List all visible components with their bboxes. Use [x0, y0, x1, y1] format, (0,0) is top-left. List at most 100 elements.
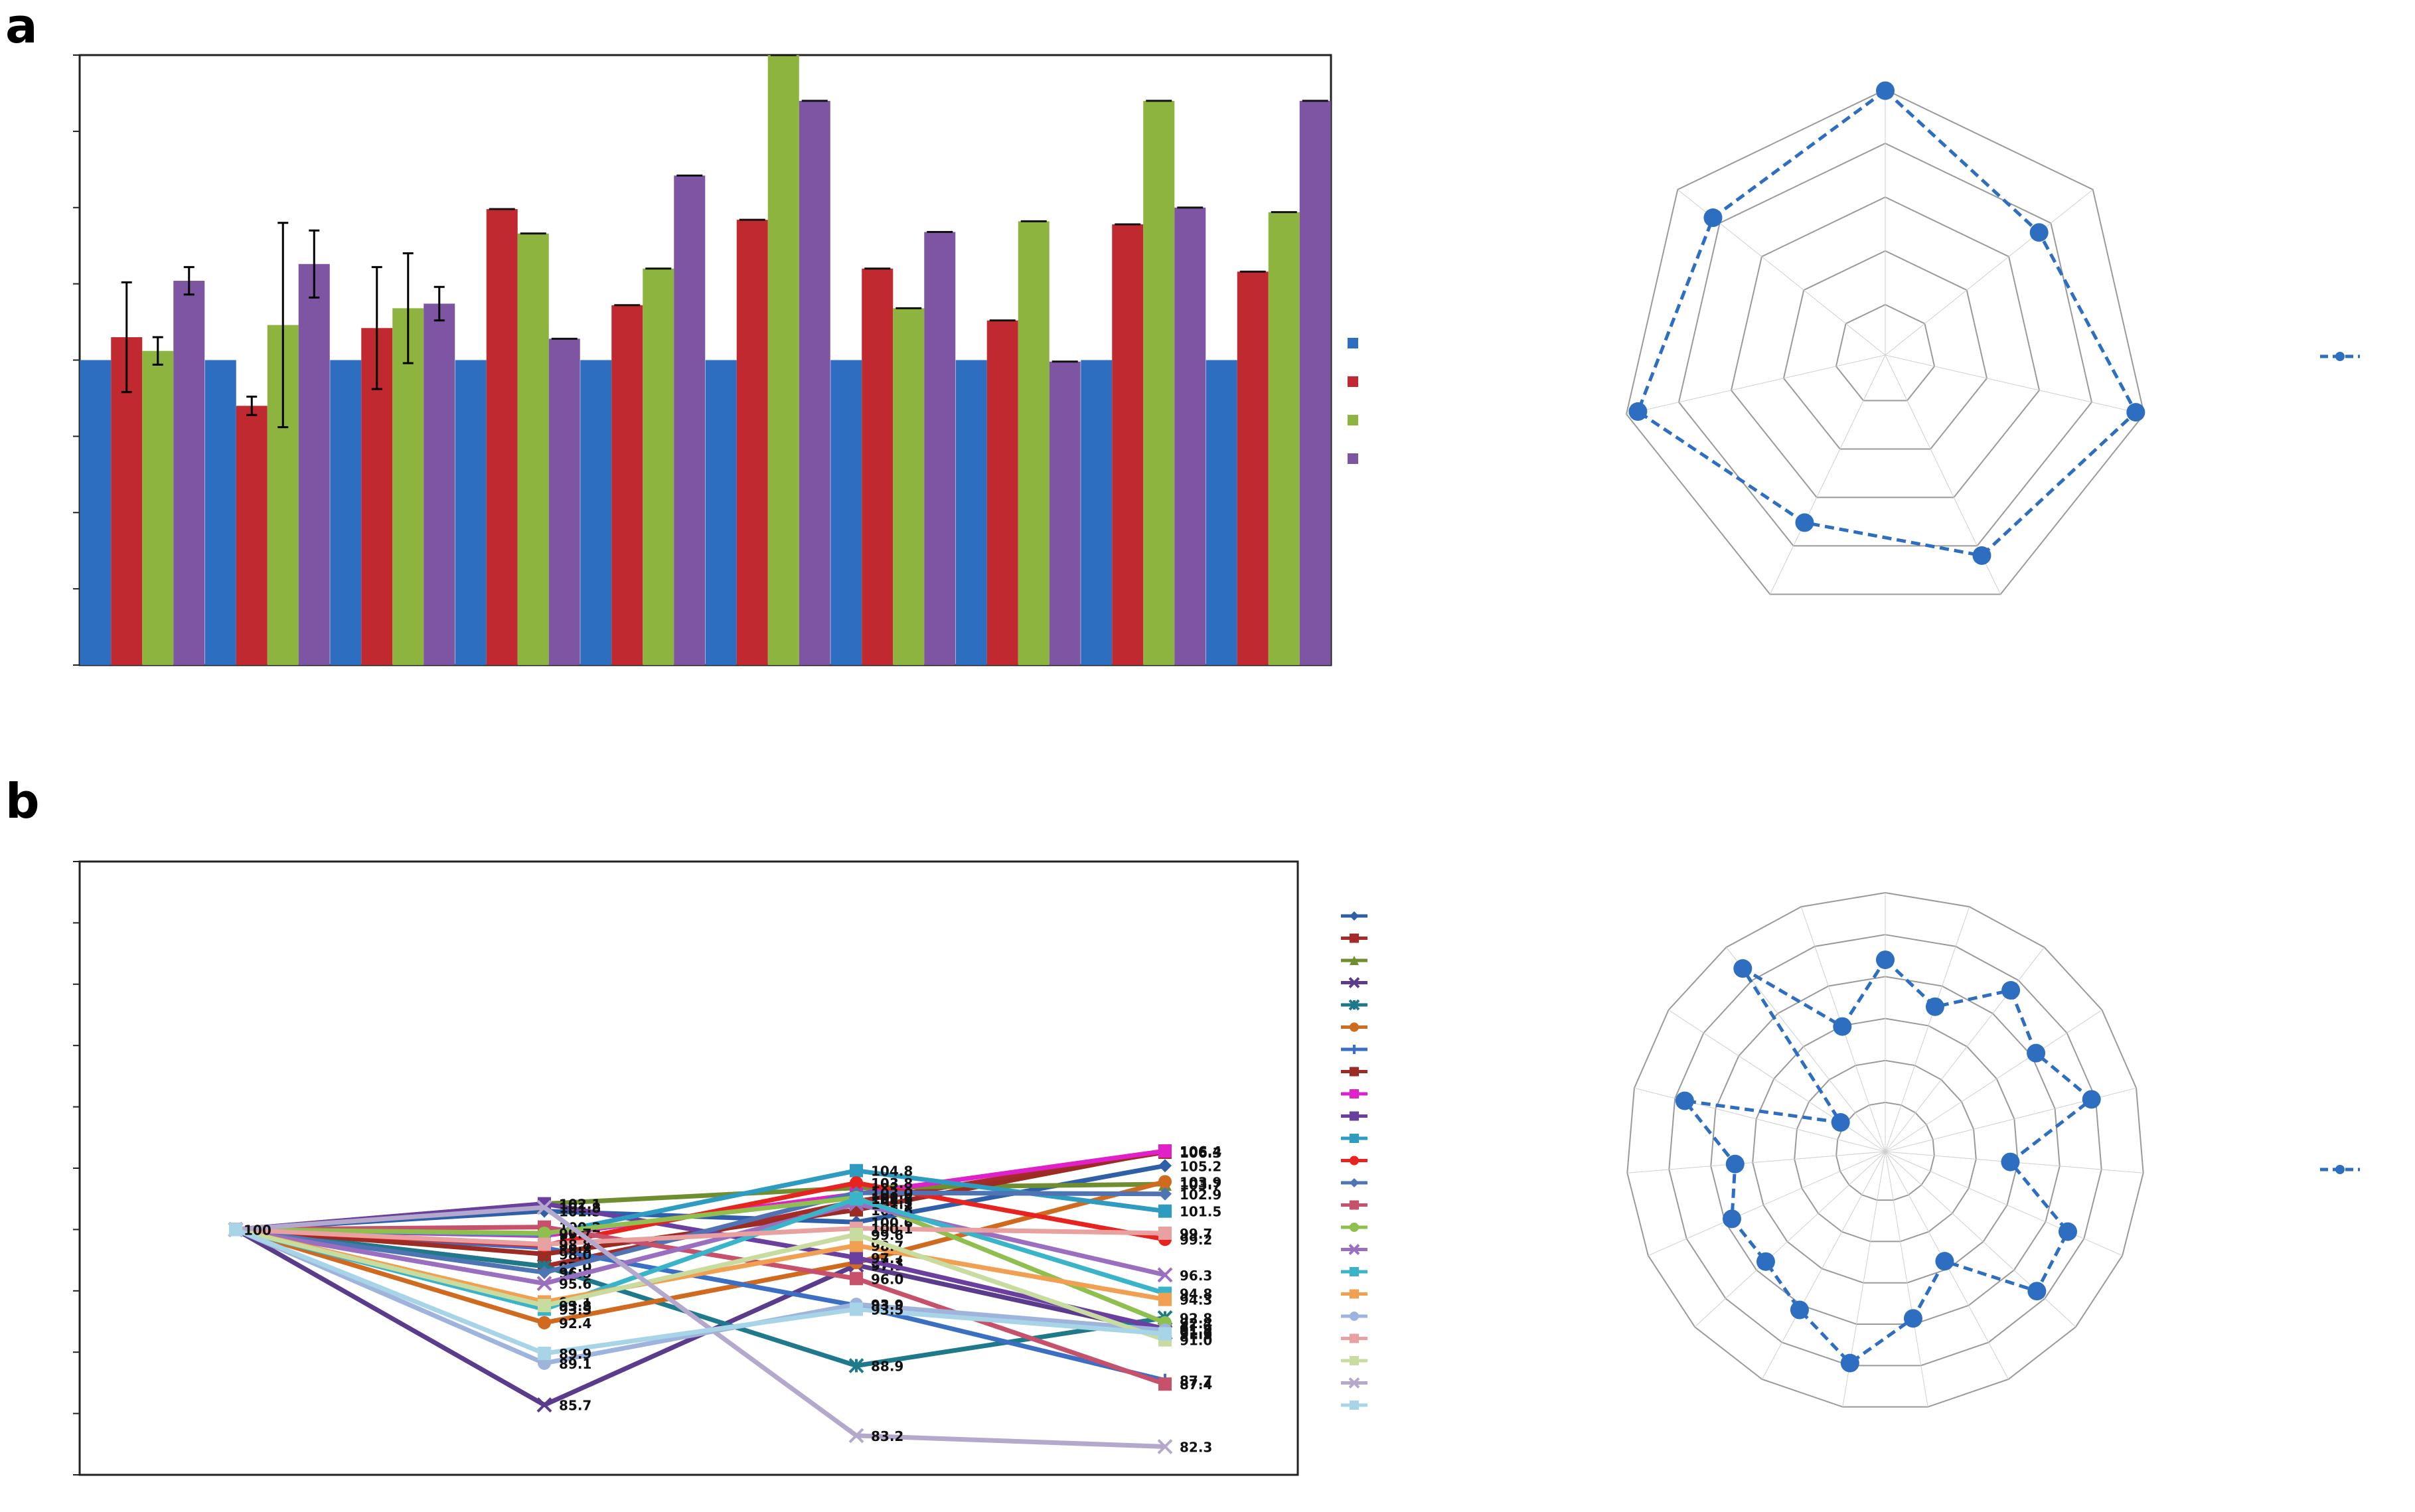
- radar-point: [1876, 950, 1895, 970]
- bar: [1206, 360, 1237, 665]
- bar: [1268, 212, 1300, 666]
- series-point: [848, 1428, 864, 1444]
- bar: [236, 406, 268, 665]
- bar: [1112, 224, 1144, 666]
- bar: [955, 360, 987, 665]
- radar-point: [1628, 402, 1648, 421]
- legend-marker: [1350, 956, 1359, 965]
- radar-point: [1925, 997, 1944, 1016]
- data-label: 92.8: [1180, 1310, 1212, 1326]
- bar: [392, 308, 424, 665]
- radar-spoke: [1885, 189, 2094, 356]
- radar-spoke: [1885, 1151, 1928, 1407]
- radar-ring: [1626, 891, 2144, 1408]
- radar-point: [1833, 1017, 1852, 1036]
- data-label: 106.4: [1180, 1144, 1221, 1160]
- radar-point: [2029, 223, 2049, 242]
- radar-chart-upregulated: [1625, 81, 2360, 595]
- radar-spoke: [1626, 354, 1886, 415]
- data-label: 102.9: [1180, 1187, 1221, 1203]
- series-point: [538, 1226, 551, 1240]
- legend-marker: [1350, 1356, 1359, 1365]
- bar: [580, 360, 612, 665]
- radar-point: [2058, 1222, 2077, 1241]
- bar: [330, 360, 362, 665]
- data-label: 94.3: [1180, 1292, 1212, 1308]
- series-point: [1158, 1377, 1172, 1391]
- radar-spoke: [1885, 354, 2145, 415]
- radar-point: [2082, 1090, 2101, 1109]
- data-label: 89.9: [559, 1346, 591, 1362]
- series-line: [234, 1227, 1166, 1356]
- data-label: 99.6: [871, 1227, 903, 1243]
- bar-chart-upregulated: [73, 54, 1358, 666]
- series-point: [538, 1347, 551, 1361]
- legend-marker: [1348, 977, 1360, 988]
- bar: [830, 360, 862, 665]
- data-label: 103.9: [1180, 1174, 1221, 1190]
- data-label: 101.5: [1180, 1204, 1221, 1220]
- bar: [1299, 100, 1331, 666]
- legend-swatch: [1348, 376, 1358, 387]
- legend-marker: [1350, 1289, 1359, 1299]
- legend-marker: [1350, 1045, 1359, 1054]
- radar-point: [1972, 546, 1991, 566]
- radar-point: [1722, 1209, 1741, 1229]
- series-line: [235, 1168, 1166, 1237]
- radar-point: [2126, 403, 2145, 422]
- legend-swatch: [1348, 453, 1358, 464]
- legend-marker: [1350, 1312, 1359, 1321]
- series-line: [235, 1226, 1166, 1247]
- series-point: [1158, 1327, 1172, 1341]
- error-bar: [433, 285, 445, 322]
- radar-series-line: [1681, 957, 2094, 1365]
- data-label: 103.8: [871, 1175, 913, 1191]
- series-point: [1158, 1144, 1172, 1158]
- bar: [298, 264, 330, 665]
- series-point: [538, 1298, 551, 1312]
- legend-marker: [1350, 1156, 1359, 1166]
- bar: [1081, 360, 1113, 665]
- radar-point: [2027, 1282, 2047, 1301]
- series-point: [538, 1237, 551, 1251]
- error-bar: [152, 336, 163, 366]
- series-point: [1158, 1159, 1172, 1173]
- series-point: [536, 1199, 552, 1215]
- series-point: [850, 1250, 863, 1264]
- radar-point: [1703, 208, 1723, 228]
- radar-spoke: [1885, 1151, 2123, 1256]
- legend-swatch: [1348, 415, 1358, 425]
- legend-marker: [1350, 933, 1359, 943]
- bar: [767, 55, 799, 665]
- data-label: 101.8: [559, 1200, 601, 1216]
- bar: [643, 268, 674, 665]
- radar-point: [1675, 1091, 1694, 1110]
- series-point: [538, 1316, 551, 1329]
- radar-point: [1795, 513, 1814, 532]
- bar: [862, 268, 894, 665]
- bar: [1237, 271, 1269, 665]
- series-line: [235, 1195, 1166, 1325]
- bar: [1174, 207, 1206, 665]
- radar-spoke: [1885, 946, 2045, 1152]
- series-point: [1158, 1187, 1172, 1201]
- data-label: 91.6: [1180, 1325, 1212, 1341]
- radar-point: [2001, 1152, 2020, 1172]
- series-point: [848, 1358, 864, 1373]
- series-line: [234, 1227, 1166, 1366]
- legend-marker: [1350, 1089, 1359, 1098]
- radar-spoke: [1668, 1010, 1886, 1152]
- bar: [424, 303, 455, 665]
- legend-marker: [1350, 1333, 1359, 1343]
- data-label: 100: [244, 1222, 272, 1238]
- error-bar: [309, 229, 320, 299]
- series-point: [538, 1266, 551, 1280]
- legend-marker: [1350, 1022, 1359, 1032]
- series-line: [235, 1201, 1166, 1286]
- radar-chart-downregulated: [1626, 891, 2360, 1408]
- bar: [1143, 100, 1175, 666]
- data-label: 95.6: [559, 1276, 591, 1292]
- bar: [80, 360, 112, 665]
- bar: [705, 360, 737, 665]
